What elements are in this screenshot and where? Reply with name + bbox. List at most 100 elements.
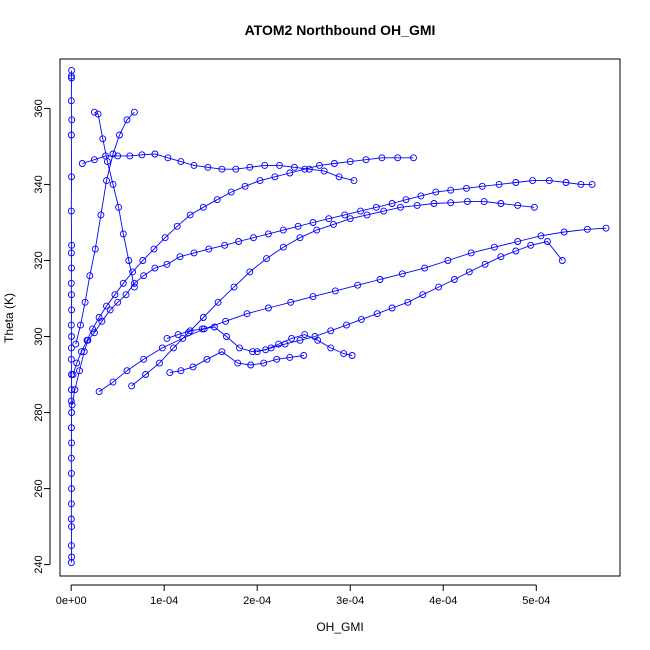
- data-point: [264, 304, 272, 312]
- x-axis: 0e+00 1e-04 2e-04 3e-04 4e-04 5e-04: [56, 584, 550, 607]
- data-point: [125, 257, 133, 264]
- data-point: [199, 203, 207, 211]
- series-line: [82, 153, 355, 182]
- data-point: [214, 298, 222, 306]
- data-point: [204, 163, 212, 171]
- data-point: [158, 344, 166, 352]
- data-point: [68, 401, 76, 409]
- data-point: [68, 74, 75, 82]
- chart-title: ATOM2 Northbound OH_GMI: [245, 22, 436, 38]
- data-point: [218, 165, 226, 173]
- data-point: [130, 283, 138, 291]
- data-point: [450, 276, 458, 283]
- data-point: [90, 156, 98, 164]
- data-point: [78, 160, 86, 167]
- data-point: [530, 203, 538, 211]
- data-point: [300, 352, 308, 359]
- data-point: [138, 151, 146, 159]
- plot-series: [67, 66, 610, 567]
- data-point: [67, 131, 75, 139]
- data-point: [447, 199, 455, 207]
- data-point: [67, 72, 75, 80]
- data-point: [435, 283, 443, 291]
- data-point: [76, 367, 83, 375]
- data-point: [275, 340, 283, 348]
- data-point: [151, 150, 159, 158]
- data-point: [467, 249, 475, 257]
- data-point: [562, 179, 570, 186]
- data-point: [398, 270, 406, 278]
- data-point: [81, 298, 89, 306]
- data-point: [273, 355, 281, 363]
- data-point: [577, 180, 585, 188]
- data-point: [316, 161, 323, 169]
- data-point: [166, 369, 174, 377]
- data-point: [514, 201, 522, 209]
- x-tick-label: 4e-04: [429, 595, 457, 607]
- data-point: [67, 559, 75, 567]
- data-point: [340, 350, 348, 358]
- data-point: [129, 268, 137, 276]
- data-point: [210, 323, 218, 331]
- data-point: [71, 386, 79, 394]
- data-point: [311, 333, 319, 340]
- data-point: [313, 226, 321, 234]
- x-axis-label: OH_GMI: [316, 620, 363, 634]
- data-point: [128, 382, 136, 390]
- data-point: [543, 238, 551, 245]
- plot-frame: [59, 58, 621, 577]
- data-point: [545, 177, 553, 185]
- data-point: [235, 238, 243, 245]
- data-point: [123, 116, 131, 124]
- data-point: [176, 253, 184, 261]
- data-point: [67, 386, 75, 394]
- data-point: [602, 224, 610, 232]
- data-point: [294, 222, 302, 230]
- data-point: [116, 131, 123, 139]
- data-point: [497, 253, 505, 261]
- data-point: [67, 279, 75, 287]
- data-point: [95, 314, 103, 321]
- data-point: [189, 363, 197, 371]
- data-point: [512, 247, 520, 255]
- data-point: [73, 359, 81, 367]
- data-point: [68, 173, 75, 181]
- data-point: [203, 355, 211, 363]
- data-point: [67, 321, 75, 329]
- data-point: [109, 150, 117, 158]
- data-point: [327, 327, 335, 335]
- data-point: [236, 344, 243, 352]
- data-point: [296, 234, 304, 242]
- data-point: [68, 485, 75, 493]
- data-point: [286, 353, 294, 361]
- data-point: [234, 359, 242, 367]
- series-line: [94, 111, 135, 288]
- data-point: [246, 163, 254, 171]
- data-point: [247, 361, 255, 369]
- data-point: [111, 291, 119, 299]
- data-point: [179, 334, 187, 342]
- data-point: [227, 188, 235, 196]
- data-point: [163, 260, 171, 268]
- data-point: [67, 207, 75, 215]
- data-point: [495, 180, 503, 188]
- data-point: [343, 321, 350, 329]
- data-point: [190, 249, 198, 257]
- data-point: [350, 177, 358, 185]
- data-point: [67, 454, 75, 462]
- data-point: [67, 355, 75, 363]
- data-point: [67, 291, 75, 299]
- data-point: [380, 207, 388, 215]
- data-point: [514, 238, 522, 245]
- data-point: [241, 182, 249, 190]
- data-point: [402, 196, 410, 204]
- data-point: [122, 291, 130, 299]
- data-point: [77, 321, 84, 329]
- data-point: [67, 424, 75, 432]
- data-point: [335, 173, 343, 181]
- data-point: [68, 306, 76, 314]
- data-point: [68, 523, 75, 531]
- data-point: [286, 169, 294, 177]
